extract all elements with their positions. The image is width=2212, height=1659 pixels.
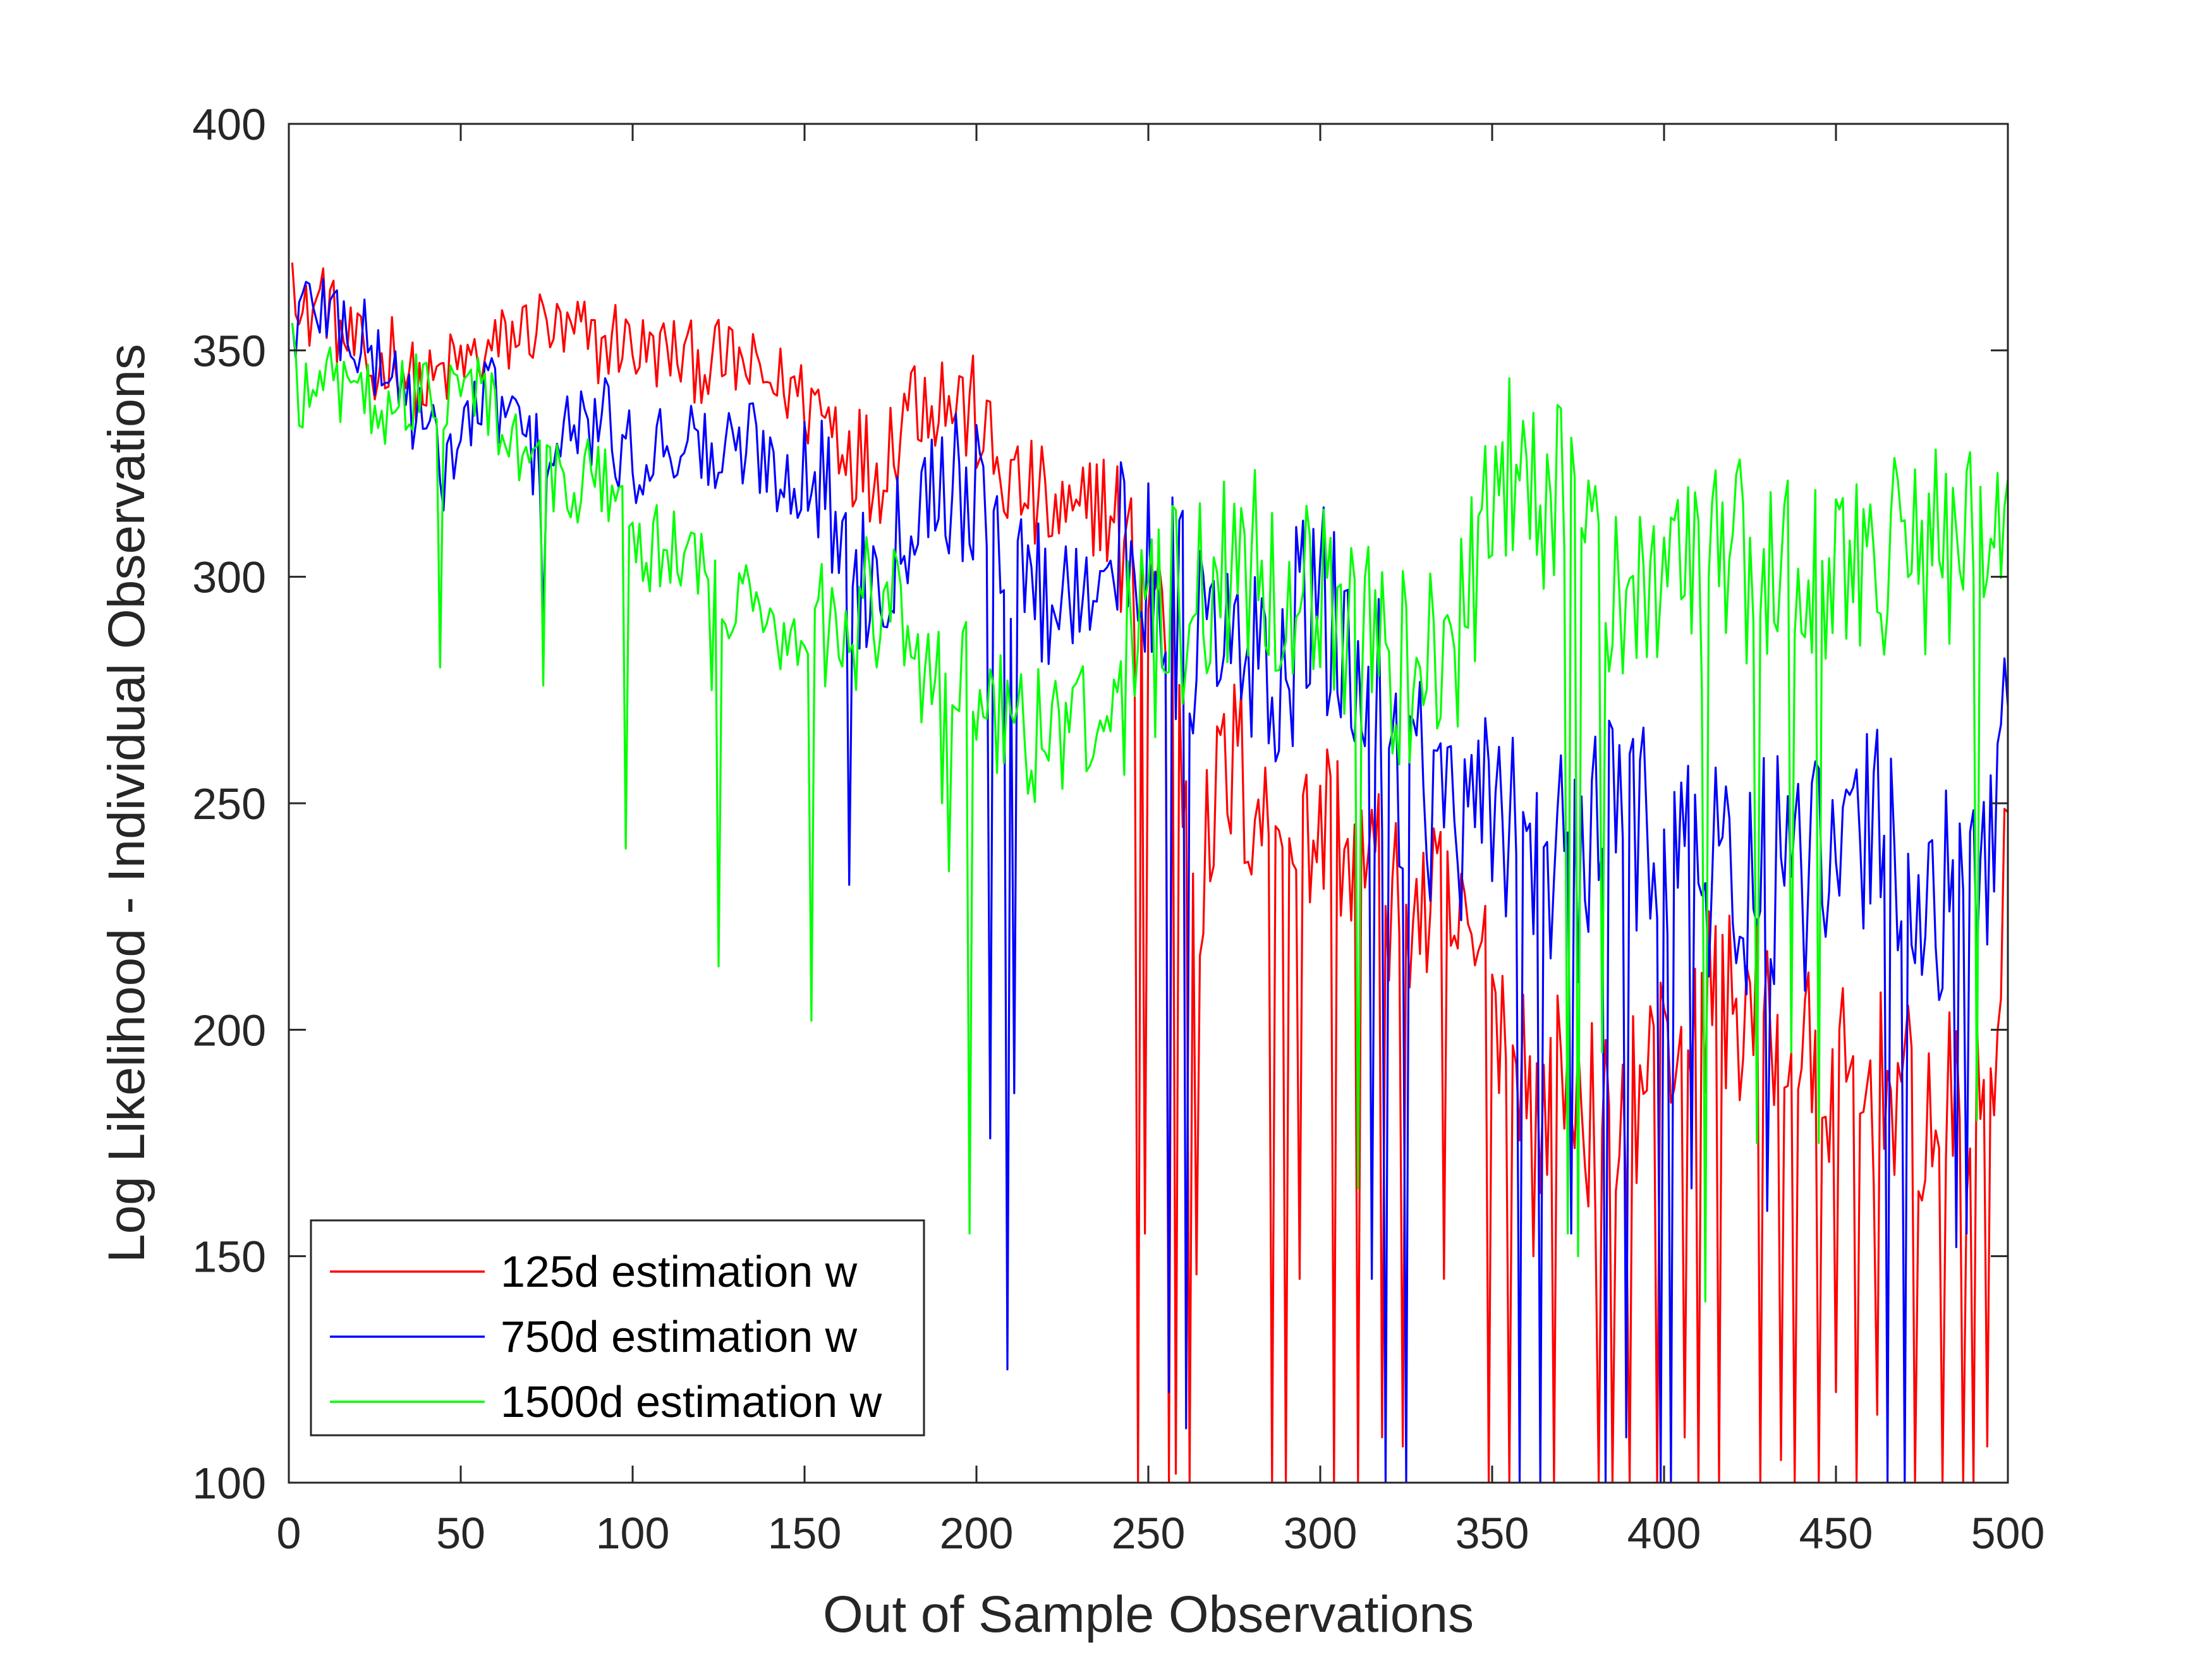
legend-box [310, 1219, 925, 1437]
y-tick-label: 200 [192, 1006, 266, 1055]
y-tick-label: 150 [192, 1232, 266, 1282]
y-tick-label: 350 [192, 326, 266, 375]
y-tick-label: 300 [192, 553, 266, 602]
x-tick-label: 350 [1455, 1509, 1529, 1558]
y-tick-label: 250 [192, 779, 266, 829]
x-tick-label: 400 [1627, 1509, 1701, 1558]
x-tick-label: 0 [277, 1509, 301, 1558]
legend: 125d estimation w 750d estimation w 1500d … [310, 1219, 925, 1437]
y-axis: 100 150 200 250 300 350 400 [192, 100, 2008, 1508]
legend-label: 125d estimation w [501, 1247, 858, 1296]
x-tick-label: 50 [436, 1509, 485, 1558]
y-axis-label: Log Likelihood - Individual Observations [98, 344, 155, 1263]
x-axis: 0 50 100 150 200 250 300 350 400 450 500 [277, 124, 2045, 1558]
x-tick-label: 500 [1971, 1509, 2045, 1558]
y-tick-label: 400 [192, 100, 266, 149]
series-line-1500d [291, 323, 2008, 1303]
x-tick-label: 300 [1284, 1509, 1358, 1558]
series-layer [291, 262, 2008, 1483]
x-tick-label: 200 [940, 1509, 1014, 1558]
x-tick-label: 250 [1112, 1509, 1186, 1558]
y-tick-label: 100 [192, 1459, 266, 1508]
legend-label: 750d estimation w [501, 1312, 858, 1361]
x-axis-label: Out of Sample Observations [823, 1586, 1474, 1643]
legend-label: 1500d estimation w [501, 1377, 882, 1426]
x-tick-label: 450 [1799, 1509, 1873, 1558]
x-tick-label: 100 [596, 1509, 670, 1558]
x-tick-label: 150 [768, 1509, 842, 1558]
